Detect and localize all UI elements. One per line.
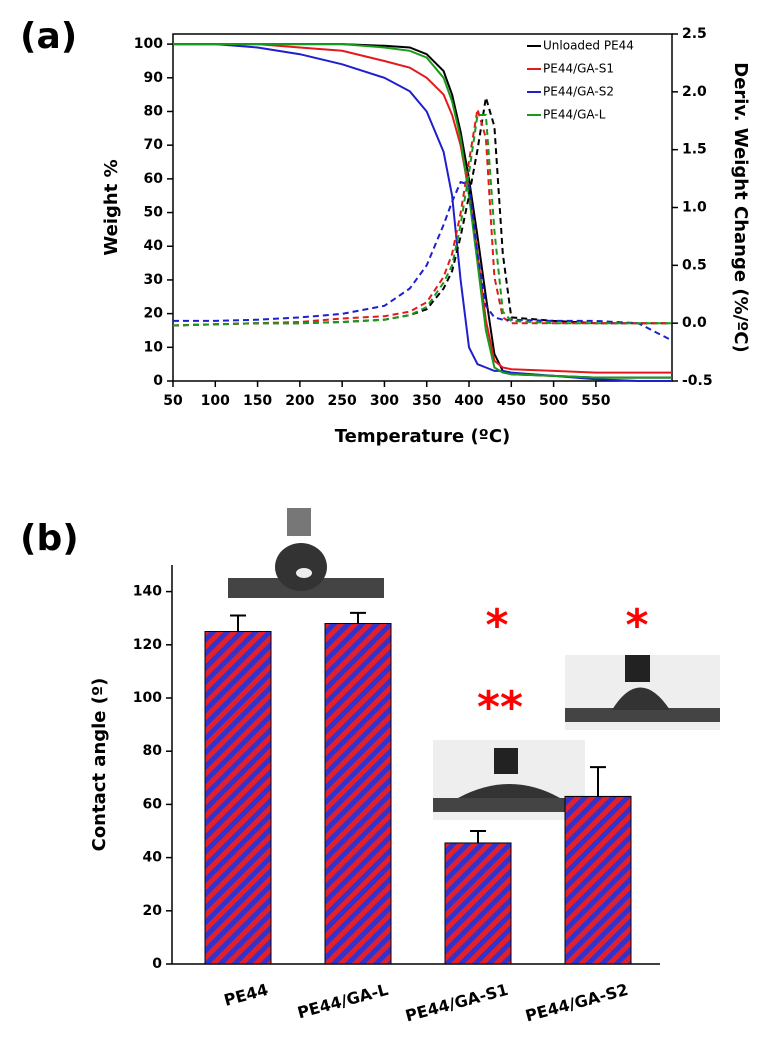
x-tick-label: PE44 [222,980,270,1010]
legend-label: PE44/GA-L [543,108,606,122]
bar [444,842,512,965]
y2-axis-title: Deriv. Weight Change (%/ºC) [730,62,751,353]
y2-tick-label: -0.5 [682,373,713,389]
y-tick-label: 10 [144,339,164,355]
y-tick-label: 60 [143,796,163,812]
y-tick-label: 0 [152,956,162,972]
x-tick-label: 100 [201,393,230,409]
x-tick-label: 50 [163,393,183,409]
x-tick-label: PE44/GA-L [295,980,390,1022]
x-tick-label: 400 [454,393,483,409]
y-axis-title: Weight % [101,159,122,255]
series-line [172,108,672,327]
y-axis-title: Contact angle (º) [89,678,110,852]
bar [204,631,272,965]
y2-tick-label: 0.5 [682,257,707,273]
x-tick-label: 200 [285,393,314,409]
error-bar [350,611,366,624]
error-bar [470,830,486,843]
y2-tick-label: 1.5 [682,142,707,158]
y-tick-label: 80 [144,103,164,119]
y-tick-label: 20 [144,306,164,322]
series-line [172,97,672,327]
y-tick-label: 70 [144,137,164,153]
error-bar [230,614,246,632]
y2-tick-label: 2.5 [682,26,707,42]
inset-photo [565,655,720,730]
legend-label: Unloaded PE44 [543,39,634,53]
y-tick-label: 40 [143,850,163,866]
y-tick-label: 90 [144,70,164,86]
legend-label: PE44/GA-S1 [543,62,614,76]
bar [324,623,392,965]
x-tick-label: PE44/GA-S2 [523,980,630,1026]
panel-label: (b) [20,518,79,559]
x-tick-label: 350 [412,393,441,409]
significance-mark: ** [477,682,523,733]
x-axis-title: Temperature (ºC) [335,426,511,447]
y-tick-label: 80 [143,743,163,759]
y-tick-label: 20 [143,903,163,919]
x-tick-label: 300 [370,393,399,409]
y-tick-label: 40 [144,238,164,254]
y-tick-label: 30 [144,272,164,288]
x-tick-label: 450 [497,393,526,409]
x-tick-label: 150 [243,393,272,409]
y-tick-label: 120 [133,637,162,653]
y-tick-label: 60 [144,171,164,187]
y2-tick-label: 1.0 [682,200,707,216]
y-tick-label: 100 [133,690,162,706]
y-tick-label: 140 [133,584,162,600]
panel-label: (a) [20,16,77,57]
y2-tick-label: 2.0 [682,84,707,100]
inset-photo [433,740,585,820]
inset-photo [228,505,384,600]
series-line [172,114,672,327]
x-tick-label: 550 [581,393,610,409]
x-tick-label: PE44/GA-S1 [403,980,510,1026]
y-tick-label: 50 [144,205,164,221]
series-line [173,180,673,342]
y2-tick-label: 0.0 [682,315,707,331]
error-bar [590,766,606,797]
significance-mark: * [625,600,648,651]
legend-label: PE44/GA-S2 [543,85,614,99]
x-tick-label: 500 [539,393,568,409]
series-line [173,43,672,379]
y-tick-label: 0 [153,373,163,389]
y-tick-label: 100 [134,36,163,52]
significance-mark: * [485,600,508,651]
bar [564,795,632,965]
x-tick-label: 250 [328,393,357,409]
